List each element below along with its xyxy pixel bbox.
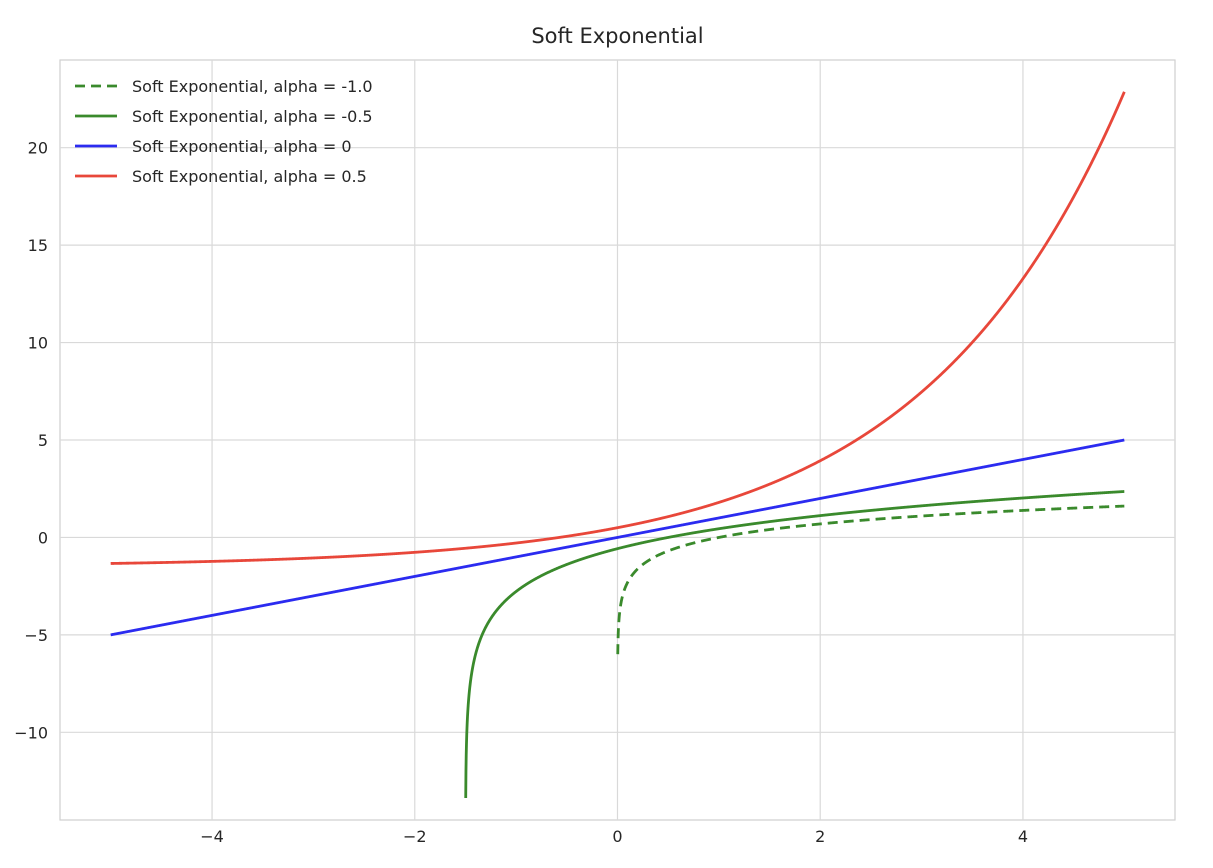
series-line-3	[109, 91, 1126, 565]
y-tick-label: −10	[14, 723, 48, 742]
legend-label-3: Soft Exponential, alpha = 0.5	[132, 167, 367, 186]
y-tick-label: 5	[38, 431, 48, 450]
chart-title: Soft Exponential	[531, 24, 704, 48]
series-line-0	[616, 504, 1126, 655]
legend-label-0: Soft Exponential, alpha = -1.0	[132, 77, 373, 96]
legend-label-1: Soft Exponential, alpha = -0.5	[132, 107, 373, 126]
tick-labels: −4 −2 0 2 4 −10 −5 0 5 10 15 20	[14, 139, 1028, 846]
y-tick-label: 15	[28, 236, 48, 255]
y-tick-label: 20	[28, 139, 48, 158]
series-line-2	[109, 438, 1126, 637]
x-tick-label: −2	[403, 827, 427, 846]
y-tick-label: 10	[28, 334, 48, 353]
legend: Soft Exponential, alpha = -1.0 Soft Expon…	[75, 77, 373, 186]
y-tick-label: −5	[24, 626, 48, 645]
x-tick-label: −4	[200, 827, 224, 846]
x-tick-label: 0	[612, 827, 622, 846]
series-lines	[109, 91, 1126, 798]
series-line-1	[464, 490, 1126, 798]
x-tick-label: 4	[1018, 827, 1028, 846]
y-tick-label: 0	[38, 528, 48, 547]
x-tick-label: 2	[815, 827, 825, 846]
legend-label-2: Soft Exponential, alpha = 0	[132, 137, 352, 156]
